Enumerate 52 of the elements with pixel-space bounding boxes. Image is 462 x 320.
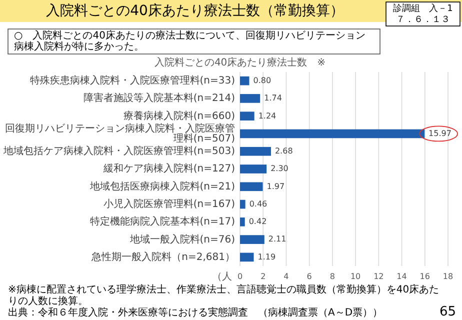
y-tick-label: 回復期リハビリテーション病棟入院料・入院医療管理料(n=507) xyxy=(5,122,236,144)
y-tick-label: 療養病棟入院料(n=660) xyxy=(123,110,236,122)
data-label: 1.97 xyxy=(266,182,285,191)
y-tick-label: 特殊疾患病棟入院料・入院医療管理料(n=33) xyxy=(30,74,236,87)
bar xyxy=(240,235,264,244)
y-tick-label: 小児入院医療管理料(n=167) xyxy=(103,198,236,210)
x-tick-label: 10 xyxy=(350,272,361,282)
bar xyxy=(240,76,250,86)
text: ○ 入院料ごとの40床あたりの療法士数について、回復期リハビリテーション病棟入院料が特に多かった。 xyxy=(14,30,366,53)
data-label: 2.11 xyxy=(268,234,286,244)
x-tick-label: 12 xyxy=(374,272,384,282)
data-label: 1.24 xyxy=(258,111,276,120)
data-label: 15.97 xyxy=(428,128,452,138)
data-label: 0.46 xyxy=(249,199,268,208)
text: ７．６．１３ xyxy=(396,14,450,25)
x-tick-label: 16 xyxy=(420,272,430,282)
y-tick-label: 特定機能病院入院基本料(n=17) xyxy=(90,216,236,228)
data-label: 1.74 xyxy=(264,94,282,103)
y-tick-label: 障害者施設等入院基本料(n=214) xyxy=(83,92,236,104)
x-tick-label: 14 xyxy=(396,272,407,282)
bar xyxy=(240,129,425,138)
source-note: 出典：令和６年度入院・外来医療等における実態調査 （病棟調査票（A～D票）） xyxy=(8,306,383,319)
bar xyxy=(240,146,271,156)
x-tick-label: 0 xyxy=(237,272,243,282)
bar xyxy=(240,94,260,103)
bar xyxy=(240,200,246,209)
text: 診調組 入－1 xyxy=(393,2,453,14)
y-tick-label: 地域包括医療病棟入院料(n=21) xyxy=(88,180,236,192)
x-tick-label: 4 xyxy=(284,272,289,282)
chart-title: 入院料ごとの40床あたり療法士数 ※ xyxy=(154,56,326,69)
x-axis-title: （人 xyxy=(212,272,232,283)
x-tick-label: 18 xyxy=(442,272,454,282)
y-tick-label: 緩和ケア病棟入院料(n=127) xyxy=(102,162,236,175)
y-tick-label: 地域一般入院料(n=76) xyxy=(128,233,236,246)
text: 65 xyxy=(439,304,456,320)
y-tick-label: 地域包括ケア病棟入院料・入院医療管理料(n=503) xyxy=(2,145,236,158)
bar xyxy=(240,112,254,120)
bar xyxy=(240,218,245,226)
text: 入院料ごとの40床あたり療法士数（常勤換算） xyxy=(46,2,344,19)
bar xyxy=(240,164,267,174)
y-tick-label: 急性期一般入院料（n=2,681） xyxy=(90,250,235,263)
x-tick-label: 8 xyxy=(330,272,335,282)
bar xyxy=(240,252,254,262)
bar xyxy=(240,182,263,192)
x-tick-label: 2 xyxy=(260,272,266,282)
text: ※病棟に配置されている理学療法士、作業療法士、言語聴覚士の職員数（常勤換算）を40床あたりの人数に換算。 xyxy=(8,284,440,308)
data-label: 0.42 xyxy=(248,217,267,226)
data-label: 2.68 xyxy=(274,146,293,156)
x-tick-label: 6 xyxy=(306,272,312,282)
data-label: 0.80 xyxy=(253,76,272,86)
data-label: 1.19 xyxy=(258,252,276,262)
data-label: 2.30 xyxy=(270,164,288,174)
